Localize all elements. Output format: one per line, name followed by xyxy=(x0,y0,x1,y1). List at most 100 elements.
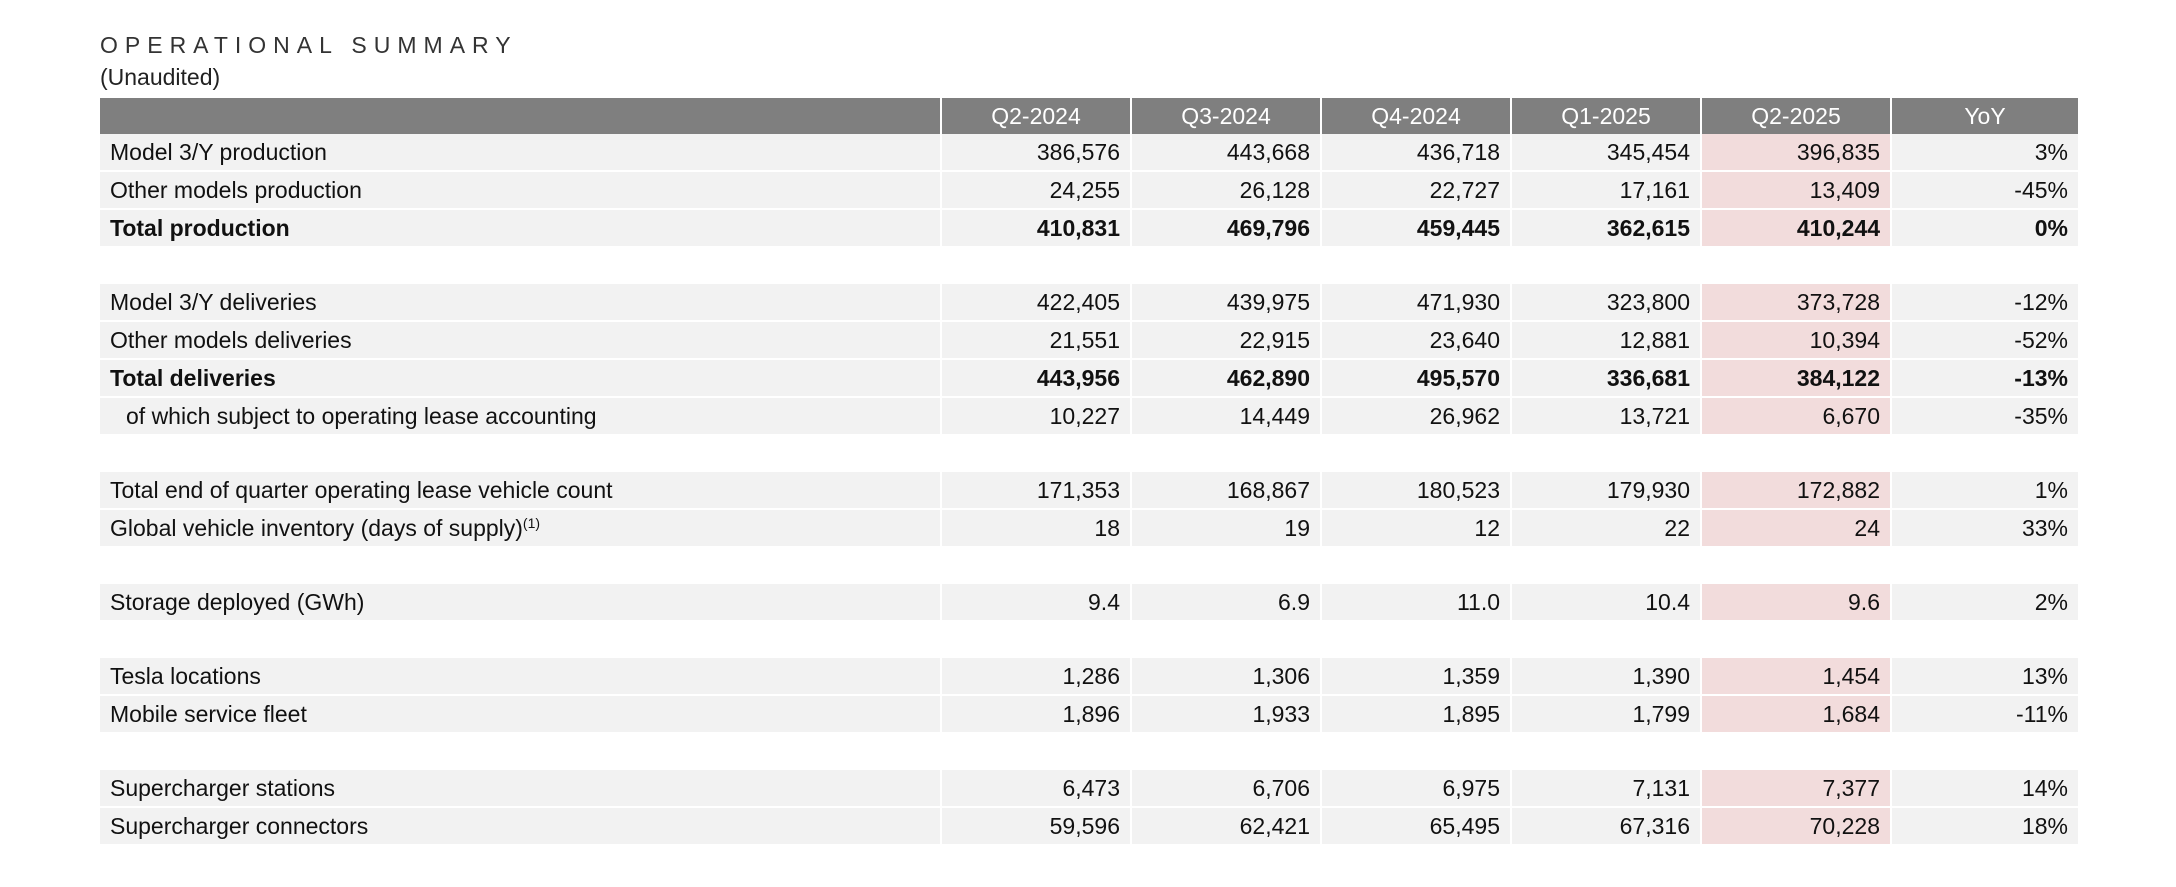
cell: 1,306 xyxy=(1130,658,1320,696)
spacer-row xyxy=(100,622,2078,658)
cell: 26,962 xyxy=(1320,398,1510,436)
cell-yoy: -11% xyxy=(1890,696,2078,734)
cell: 1,359 xyxy=(1320,658,1510,696)
spacer-row xyxy=(100,436,2078,472)
cell: 1,896 xyxy=(940,696,1130,734)
cell: 59,596 xyxy=(940,808,1130,846)
cell: 180,523 xyxy=(1320,472,1510,510)
page-subtitle: (Unaudited) xyxy=(100,64,221,90)
cell: 22,727 xyxy=(1320,172,1510,210)
cell: 345,454 xyxy=(1510,134,1700,172)
row-label: Global vehicle inventory (days of supply… xyxy=(110,514,523,541)
cell: 1,286 xyxy=(940,658,1130,696)
cell: 495,570 xyxy=(1320,360,1510,398)
cell: 1,390 xyxy=(1510,658,1700,696)
row-label: Other models production xyxy=(100,172,940,210)
cell: 26,128 xyxy=(1130,172,1320,210)
cell-yoy: -45% xyxy=(1890,172,2078,210)
table-row: Other models deliveries 21,551 22,915 23… xyxy=(100,322,2078,360)
row-label: Model 3/Y production xyxy=(100,134,940,172)
cell: 12 xyxy=(1320,510,1510,548)
cell: 10.4 xyxy=(1510,584,1700,622)
cell: 7,131 xyxy=(1510,770,1700,808)
row-label: Supercharger connectors xyxy=(100,808,940,846)
cell-highlight: 7,377 xyxy=(1700,770,1890,808)
cell: 23,640 xyxy=(1320,322,1510,360)
cell-yoy: 14% xyxy=(1890,770,2078,808)
cell: 12,881 xyxy=(1510,322,1700,360)
cell: 6,706 xyxy=(1130,770,1320,808)
cell-yoy: -35% xyxy=(1890,398,2078,436)
header-q4-2024: Q4-2024 xyxy=(1320,98,1510,134)
spacer-row xyxy=(100,548,2078,584)
cell: 179,930 xyxy=(1510,472,1700,510)
table-row: Global vehicle inventory (days of supply… xyxy=(100,510,2078,548)
cell: 469,796 xyxy=(1130,210,1320,248)
cell: 459,445 xyxy=(1320,210,1510,248)
cell: 323,800 xyxy=(1510,284,1700,322)
cell-yoy: 0% xyxy=(1890,210,2078,248)
cell-highlight: 13,409 xyxy=(1700,172,1890,210)
cell-highlight: 373,728 xyxy=(1700,284,1890,322)
header-q2-2025: Q2-2025 xyxy=(1700,98,1890,134)
cell: 65,495 xyxy=(1320,808,1510,846)
page-title: OPERATIONAL SUMMARY xyxy=(100,32,518,58)
cell: 171,353 xyxy=(940,472,1130,510)
row-label: Model 3/Y deliveries xyxy=(100,284,940,322)
table-row: Model 3/Y deliveries 422,405 439,975 471… xyxy=(100,284,2078,322)
header-yoy: YoY xyxy=(1890,98,2078,134)
row-label: Total production xyxy=(100,210,940,248)
cell: 19 xyxy=(1130,510,1320,548)
row-label: Tesla locations xyxy=(100,658,940,696)
cell-highlight: 1,454 xyxy=(1700,658,1890,696)
cell-highlight: 70,228 xyxy=(1700,808,1890,846)
cell-yoy: 1% xyxy=(1890,472,2078,510)
cell: 11.0 xyxy=(1320,584,1510,622)
cell: 67,316 xyxy=(1510,808,1700,846)
row-label: Mobile service fleet xyxy=(100,696,940,734)
cell-highlight: 10,394 xyxy=(1700,322,1890,360)
cell: 410,831 xyxy=(940,210,1130,248)
cell: 17,161 xyxy=(1510,172,1700,210)
row-label-cell: Global vehicle inventory (days of supply… xyxy=(100,510,940,548)
spacer-row xyxy=(100,734,2078,770)
table-row: Storage deployed (GWh) 9.4 6.9 11.0 10.4… xyxy=(100,584,2078,622)
cell: 422,405 xyxy=(940,284,1130,322)
cell: 6,473 xyxy=(940,770,1130,808)
cell-yoy: -12% xyxy=(1890,284,2078,322)
cell: 336,681 xyxy=(1510,360,1700,398)
cell: 14,449 xyxy=(1130,398,1320,436)
cell: 1,799 xyxy=(1510,696,1700,734)
footnote-marker: (1) xyxy=(522,514,541,531)
cell-yoy: 2% xyxy=(1890,584,2078,622)
cell: 1,933 xyxy=(1130,696,1320,734)
row-label: Total deliveries xyxy=(100,360,940,398)
table-row: Tesla locations 1,286 1,306 1,359 1,390 … xyxy=(100,658,2078,696)
cell: 22 xyxy=(1510,510,1700,548)
row-label: Storage deployed (GWh) xyxy=(100,584,940,622)
cell: 24,255 xyxy=(940,172,1130,210)
row-label: Supercharger stations xyxy=(100,770,940,808)
cell-highlight: 6,670 xyxy=(1700,398,1890,436)
cell-yoy: 33% xyxy=(1890,510,2078,548)
cell: 21,551 xyxy=(940,322,1130,360)
header-label xyxy=(100,98,940,134)
cell: 1,895 xyxy=(1320,696,1510,734)
cell: 9.4 xyxy=(940,584,1130,622)
cell: 62,421 xyxy=(1130,808,1320,846)
cell-highlight: 172,882 xyxy=(1700,472,1890,510)
header-q1-2025: Q1-2025 xyxy=(1510,98,1700,134)
table-row-total: Total production 410,831 469,796 459,445… xyxy=(100,210,2078,248)
cell: 168,867 xyxy=(1130,472,1320,510)
cell-yoy: 18% xyxy=(1890,808,2078,846)
cell: 13,721 xyxy=(1510,398,1700,436)
cell: 443,956 xyxy=(940,360,1130,398)
cell-highlight: 396,835 xyxy=(1700,134,1890,172)
row-label: Total end of quarter operating lease veh… xyxy=(100,472,940,510)
cell: 436,718 xyxy=(1320,134,1510,172)
cell: 439,975 xyxy=(1130,284,1320,322)
cell: 386,576 xyxy=(940,134,1130,172)
table-row: Model 3/Y production 386,576 443,668 436… xyxy=(100,134,2078,172)
spacer-row xyxy=(100,248,2078,284)
operational-summary-table: Q2-2024 Q3-2024 Q4-2024 Q1-2025 Q2-2025 … xyxy=(100,98,2078,846)
